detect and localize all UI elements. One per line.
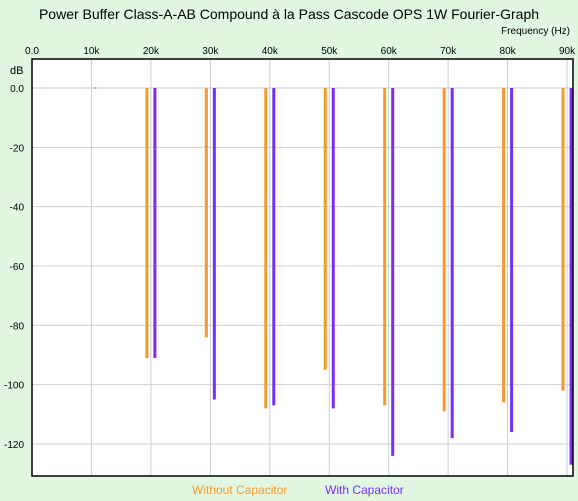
x-tick-label: 60k bbox=[381, 46, 398, 57]
x-tick-label: 0.0 bbox=[25, 46, 39, 57]
y-tick-label: -100 bbox=[4, 381, 24, 392]
x-tick-label: 20k bbox=[143, 46, 160, 57]
y-tick-label: -20 bbox=[10, 143, 25, 154]
x-tick-label: 40k bbox=[262, 46, 279, 57]
legend-without-capacitor: Without Capacitor bbox=[192, 483, 288, 497]
y-tick-label: -80 bbox=[10, 321, 25, 332]
y-tick-label: 0.0 bbox=[10, 84, 24, 95]
x-tick-label: 30k bbox=[202, 46, 219, 57]
x-tick-label: 80k bbox=[500, 46, 517, 57]
legend-with-capacitor: With Capacitor bbox=[325, 483, 404, 497]
x-tick-label: 50k bbox=[321, 46, 338, 57]
y-tick-label: -120 bbox=[4, 440, 24, 451]
plot-border bbox=[31, 58, 574, 477]
x-tick-label: 10k bbox=[83, 46, 100, 57]
x-axis-label: Frequency (Hz) bbox=[501, 26, 570, 37]
y-axis-label: dB bbox=[10, 65, 23, 77]
plot-area bbox=[32, 59, 573, 476]
y-tick-label: -60 bbox=[10, 262, 25, 273]
x-tick-label: 90k bbox=[559, 46, 576, 57]
x-tick-label: 70k bbox=[440, 46, 457, 57]
chart-title: Power Buffer Class-A-AB Compound à la Pa… bbox=[38, 6, 540, 22]
y-tick-label: -40 bbox=[10, 203, 25, 214]
